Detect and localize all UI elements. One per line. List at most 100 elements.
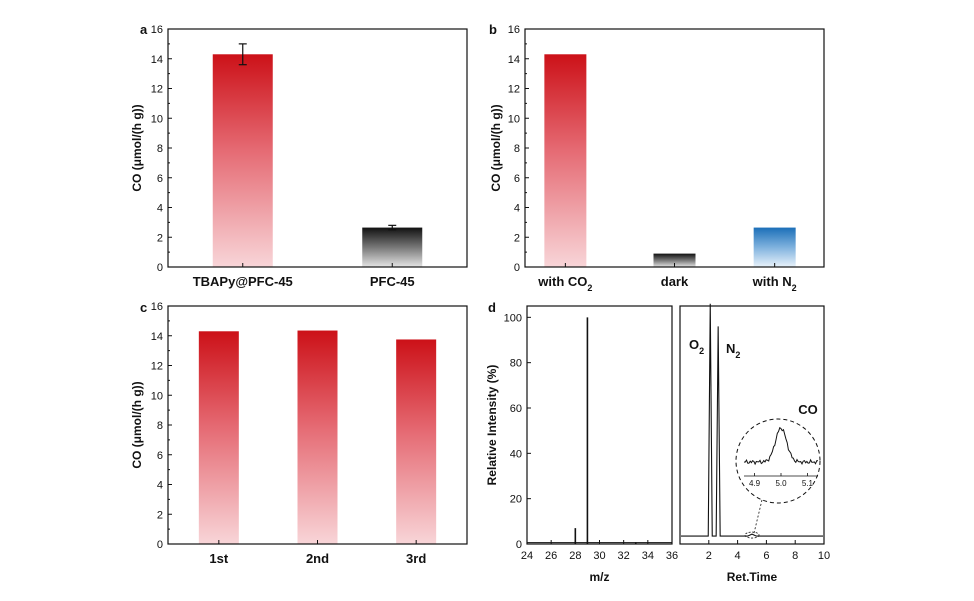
y-axis-label: CO (μmol/(h g)) bbox=[130, 104, 144, 191]
gc-peak-label-o2: O2 bbox=[689, 337, 704, 356]
y-tick-label-8: 16 bbox=[151, 24, 163, 36]
y-tick-label-0: 0 bbox=[157, 539, 163, 551]
category-text: with N bbox=[752, 274, 792, 289]
gc-peak-label-n2-subscript: 2 bbox=[735, 350, 740, 360]
ms-y-tick-label-0: 0 bbox=[516, 539, 522, 551]
y-tick-label-1: 2 bbox=[514, 232, 520, 244]
y-tick-label-4: 8 bbox=[157, 420, 163, 432]
ms-y-tick-label-2: 40 bbox=[510, 448, 522, 460]
gc-x-axis-label: Ret.Time bbox=[727, 570, 778, 584]
y-tick-label-0: 0 bbox=[514, 262, 520, 274]
ms-x-tick-label-5: 34 bbox=[642, 550, 654, 562]
gc-peak-label-n2: N2 bbox=[726, 341, 740, 360]
ms-y-tick-label-5: 100 bbox=[504, 312, 522, 324]
y-axis-label: CO (μmol/(h g)) bbox=[489, 104, 503, 191]
ms-x-tick-label-6: 36 bbox=[666, 550, 678, 562]
ms-plot-frame bbox=[526, 305, 673, 545]
y-tick-label-2: 4 bbox=[514, 203, 520, 215]
inset-x-tick-label-2: 5.1 bbox=[802, 479, 814, 488]
bar-3 bbox=[396, 339, 437, 544]
category-label-1: with CO2 bbox=[537, 274, 592, 293]
panel-label-b: b bbox=[489, 22, 497, 37]
ms-x-tick-label-4: 32 bbox=[618, 550, 630, 562]
ms-y-tick-label-3: 60 bbox=[510, 403, 522, 415]
category-text: 2nd bbox=[306, 551, 329, 566]
ms-y-tick-label-4: 80 bbox=[510, 358, 522, 370]
category-label-3: 3rd bbox=[406, 551, 426, 566]
category-label-3: with N2 bbox=[752, 274, 797, 293]
gc-x-tick-label-1: 4 bbox=[735, 550, 741, 562]
y-tick-label-3: 6 bbox=[157, 173, 163, 185]
ms-x-tick-label-2: 28 bbox=[569, 550, 581, 562]
ms-x-tick-label-0: 24 bbox=[521, 550, 533, 562]
y-tick-label-3: 6 bbox=[514, 173, 520, 185]
category-text: with CO bbox=[537, 274, 587, 289]
category-label-2: dark bbox=[661, 274, 689, 289]
category-text: 3rd bbox=[406, 551, 426, 566]
category-label-1: TBAPy@PFC-45 bbox=[193, 274, 293, 289]
y-tick-label-5: 10 bbox=[151, 390, 163, 402]
gc-peak-label-o2-text: O bbox=[689, 337, 699, 352]
gc-x-tick-label-2: 6 bbox=[763, 550, 769, 562]
y-tick-label-5: 10 bbox=[508, 113, 520, 125]
category-text: 1st bbox=[209, 551, 228, 566]
panel-c-bar-chart: 1st 2nd 3rd 0 2 4 6 8 10 12 14 16 CO (μmol/(h g)) bbox=[130, 301, 468, 566]
inset-co-label: CO bbox=[798, 402, 818, 417]
y-axis-label: CO (μmol/(h g)) bbox=[130, 381, 144, 468]
y-tick-label-6: 12 bbox=[151, 361, 163, 373]
y-tick-label-6: 12 bbox=[151, 84, 163, 96]
gc-x-tick-label-4: 10 bbox=[818, 550, 830, 562]
category-label-2: PFC-45 bbox=[370, 274, 415, 289]
y-tick-label-4: 8 bbox=[514, 143, 520, 155]
ms-x-tick-label-3: 30 bbox=[593, 550, 605, 562]
y-tick-label-3: 6 bbox=[157, 450, 163, 462]
gc-peak-label-o2-subscript: 2 bbox=[699, 346, 704, 356]
bar-1 bbox=[198, 331, 239, 544]
gc-plot-frame bbox=[679, 305, 825, 545]
category-text: TBAPy@PFC-45 bbox=[193, 274, 293, 289]
y-tick-label-0: 0 bbox=[157, 262, 163, 274]
panel-label-c: c bbox=[140, 300, 147, 315]
bar-2 bbox=[362, 227, 423, 267]
category-text: dark bbox=[661, 274, 689, 289]
category-label-2: 2nd bbox=[306, 551, 329, 566]
y-tick-label-7: 14 bbox=[151, 54, 163, 66]
y-tick-label-4: 8 bbox=[157, 143, 163, 155]
y-tick-label-2: 4 bbox=[157, 203, 163, 215]
bar-3 bbox=[753, 227, 796, 267]
category-text: PFC-45 bbox=[370, 274, 415, 289]
y-tick-label-8: 16 bbox=[151, 301, 163, 313]
y-tick-label-6: 12 bbox=[508, 84, 520, 96]
inset-x-tick-label-1: 5.0 bbox=[775, 479, 787, 488]
ms-x-tick-label-1: 26 bbox=[545, 550, 557, 562]
ms-x-axis-label: m/z bbox=[589, 570, 609, 584]
gc-trace bbox=[681, 303, 823, 537]
y-tick-label-8: 16 bbox=[508, 24, 520, 36]
ms-y-axis-label: Relative Intensity (%) bbox=[485, 365, 499, 486]
bar-1 bbox=[544, 54, 587, 267]
inset-co-peak-trace bbox=[743, 426, 819, 466]
category-subscript: 2 bbox=[587, 283, 592, 293]
ms-y-tick-label-1: 20 bbox=[510, 494, 522, 506]
gc-x-tick-label-3: 8 bbox=[792, 550, 798, 562]
panel-label-a: a bbox=[140, 22, 148, 37]
panel-a-bar-chart: TBAPy@PFC-45 PFC-45 0 2 4 6 8 10 12 14 16 CO (μmol/… bbox=[130, 24, 468, 289]
y-tick-label-1: 2 bbox=[157, 232, 163, 244]
gc-peak-label-n2-text: N bbox=[726, 341, 735, 356]
bar-2 bbox=[653, 253, 696, 267]
co-peak-marker bbox=[744, 531, 760, 539]
y-tick-label-1: 2 bbox=[157, 509, 163, 521]
category-subscript: 2 bbox=[792, 283, 797, 293]
panel-label-d: d bbox=[488, 300, 496, 315]
bar-1 bbox=[212, 54, 273, 267]
category-label-1: 1st bbox=[209, 551, 228, 566]
y-tick-label-7: 14 bbox=[508, 54, 520, 66]
y-tick-label-2: 4 bbox=[157, 480, 163, 492]
inset-connector bbox=[753, 499, 763, 534]
inset-magnifier bbox=[735, 418, 821, 504]
inset-x-tick-label-0: 4.9 bbox=[749, 479, 761, 488]
bar-2 bbox=[297, 330, 338, 544]
